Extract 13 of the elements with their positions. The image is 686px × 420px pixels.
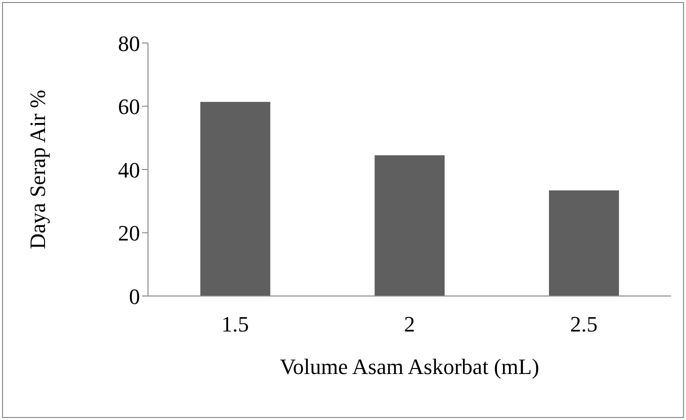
bar bbox=[200, 102, 270, 296]
y-tick-label: 80 bbox=[118, 30, 140, 56]
x-axis-title: Volume Asam Askorbat (mL) bbox=[280, 354, 540, 379]
y-tick-label: 20 bbox=[118, 220, 140, 246]
y-tick-label: 60 bbox=[118, 94, 140, 120]
x-tick-label: 2 bbox=[404, 312, 415, 337]
x-tick-label: 1.5 bbox=[221, 312, 249, 337]
bar bbox=[374, 155, 445, 296]
bar bbox=[548, 190, 619, 296]
y-tick-label: 0 bbox=[129, 284, 140, 309]
y-axis-title: Daya Serap Air % bbox=[24, 90, 50, 250]
y-tick-label: 40 bbox=[118, 157, 140, 182]
x-tick-label: 2.5 bbox=[570, 312, 598, 337]
